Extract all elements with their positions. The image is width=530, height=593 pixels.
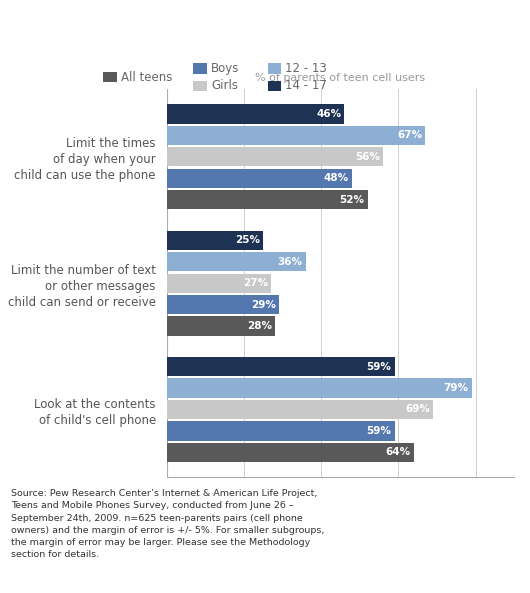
- Text: 52%: 52%: [339, 195, 365, 205]
- Bar: [167, 104, 344, 123]
- Text: Source: Pew Research Center’s Internet & American Life Project,
Teens and Mobile: Source: Pew Research Center’s Internet &…: [11, 489, 324, 559]
- Text: 59%: 59%: [367, 426, 392, 436]
- Text: All teens: All teens: [121, 71, 172, 84]
- Bar: [167, 231, 263, 250]
- Bar: [167, 421, 394, 441]
- Text: 69%: 69%: [405, 404, 430, 415]
- Bar: [167, 357, 394, 377]
- Bar: [167, 252, 306, 272]
- Text: Girls: Girls: [211, 79, 238, 93]
- Text: 67%: 67%: [397, 130, 422, 141]
- Bar: [167, 126, 426, 145]
- X-axis label: % of parents of teen cell users: % of parents of teen cell users: [255, 72, 426, 82]
- Text: 79%: 79%: [444, 383, 469, 393]
- Bar: [167, 168, 352, 188]
- Text: 14 - 17: 14 - 17: [285, 79, 327, 93]
- Text: 59%: 59%: [367, 362, 392, 372]
- Text: 36%: 36%: [278, 257, 303, 267]
- Bar: [167, 190, 367, 209]
- Text: 12 - 13: 12 - 13: [285, 62, 327, 75]
- Bar: [167, 400, 433, 419]
- Bar: [167, 316, 275, 336]
- Text: 56%: 56%: [355, 152, 380, 162]
- Text: 25%: 25%: [235, 235, 260, 246]
- Text: 27%: 27%: [243, 278, 268, 288]
- Text: Boys: Boys: [211, 62, 240, 75]
- Text: 29%: 29%: [251, 299, 276, 310]
- Text: 64%: 64%: [386, 447, 411, 457]
- Text: 28%: 28%: [247, 321, 272, 331]
- Bar: [167, 378, 472, 398]
- Bar: [167, 443, 414, 462]
- Bar: [167, 295, 279, 314]
- Text: 48%: 48%: [324, 173, 349, 183]
- Bar: [167, 273, 271, 293]
- Text: 46%: 46%: [316, 109, 341, 119]
- Bar: [167, 147, 383, 167]
